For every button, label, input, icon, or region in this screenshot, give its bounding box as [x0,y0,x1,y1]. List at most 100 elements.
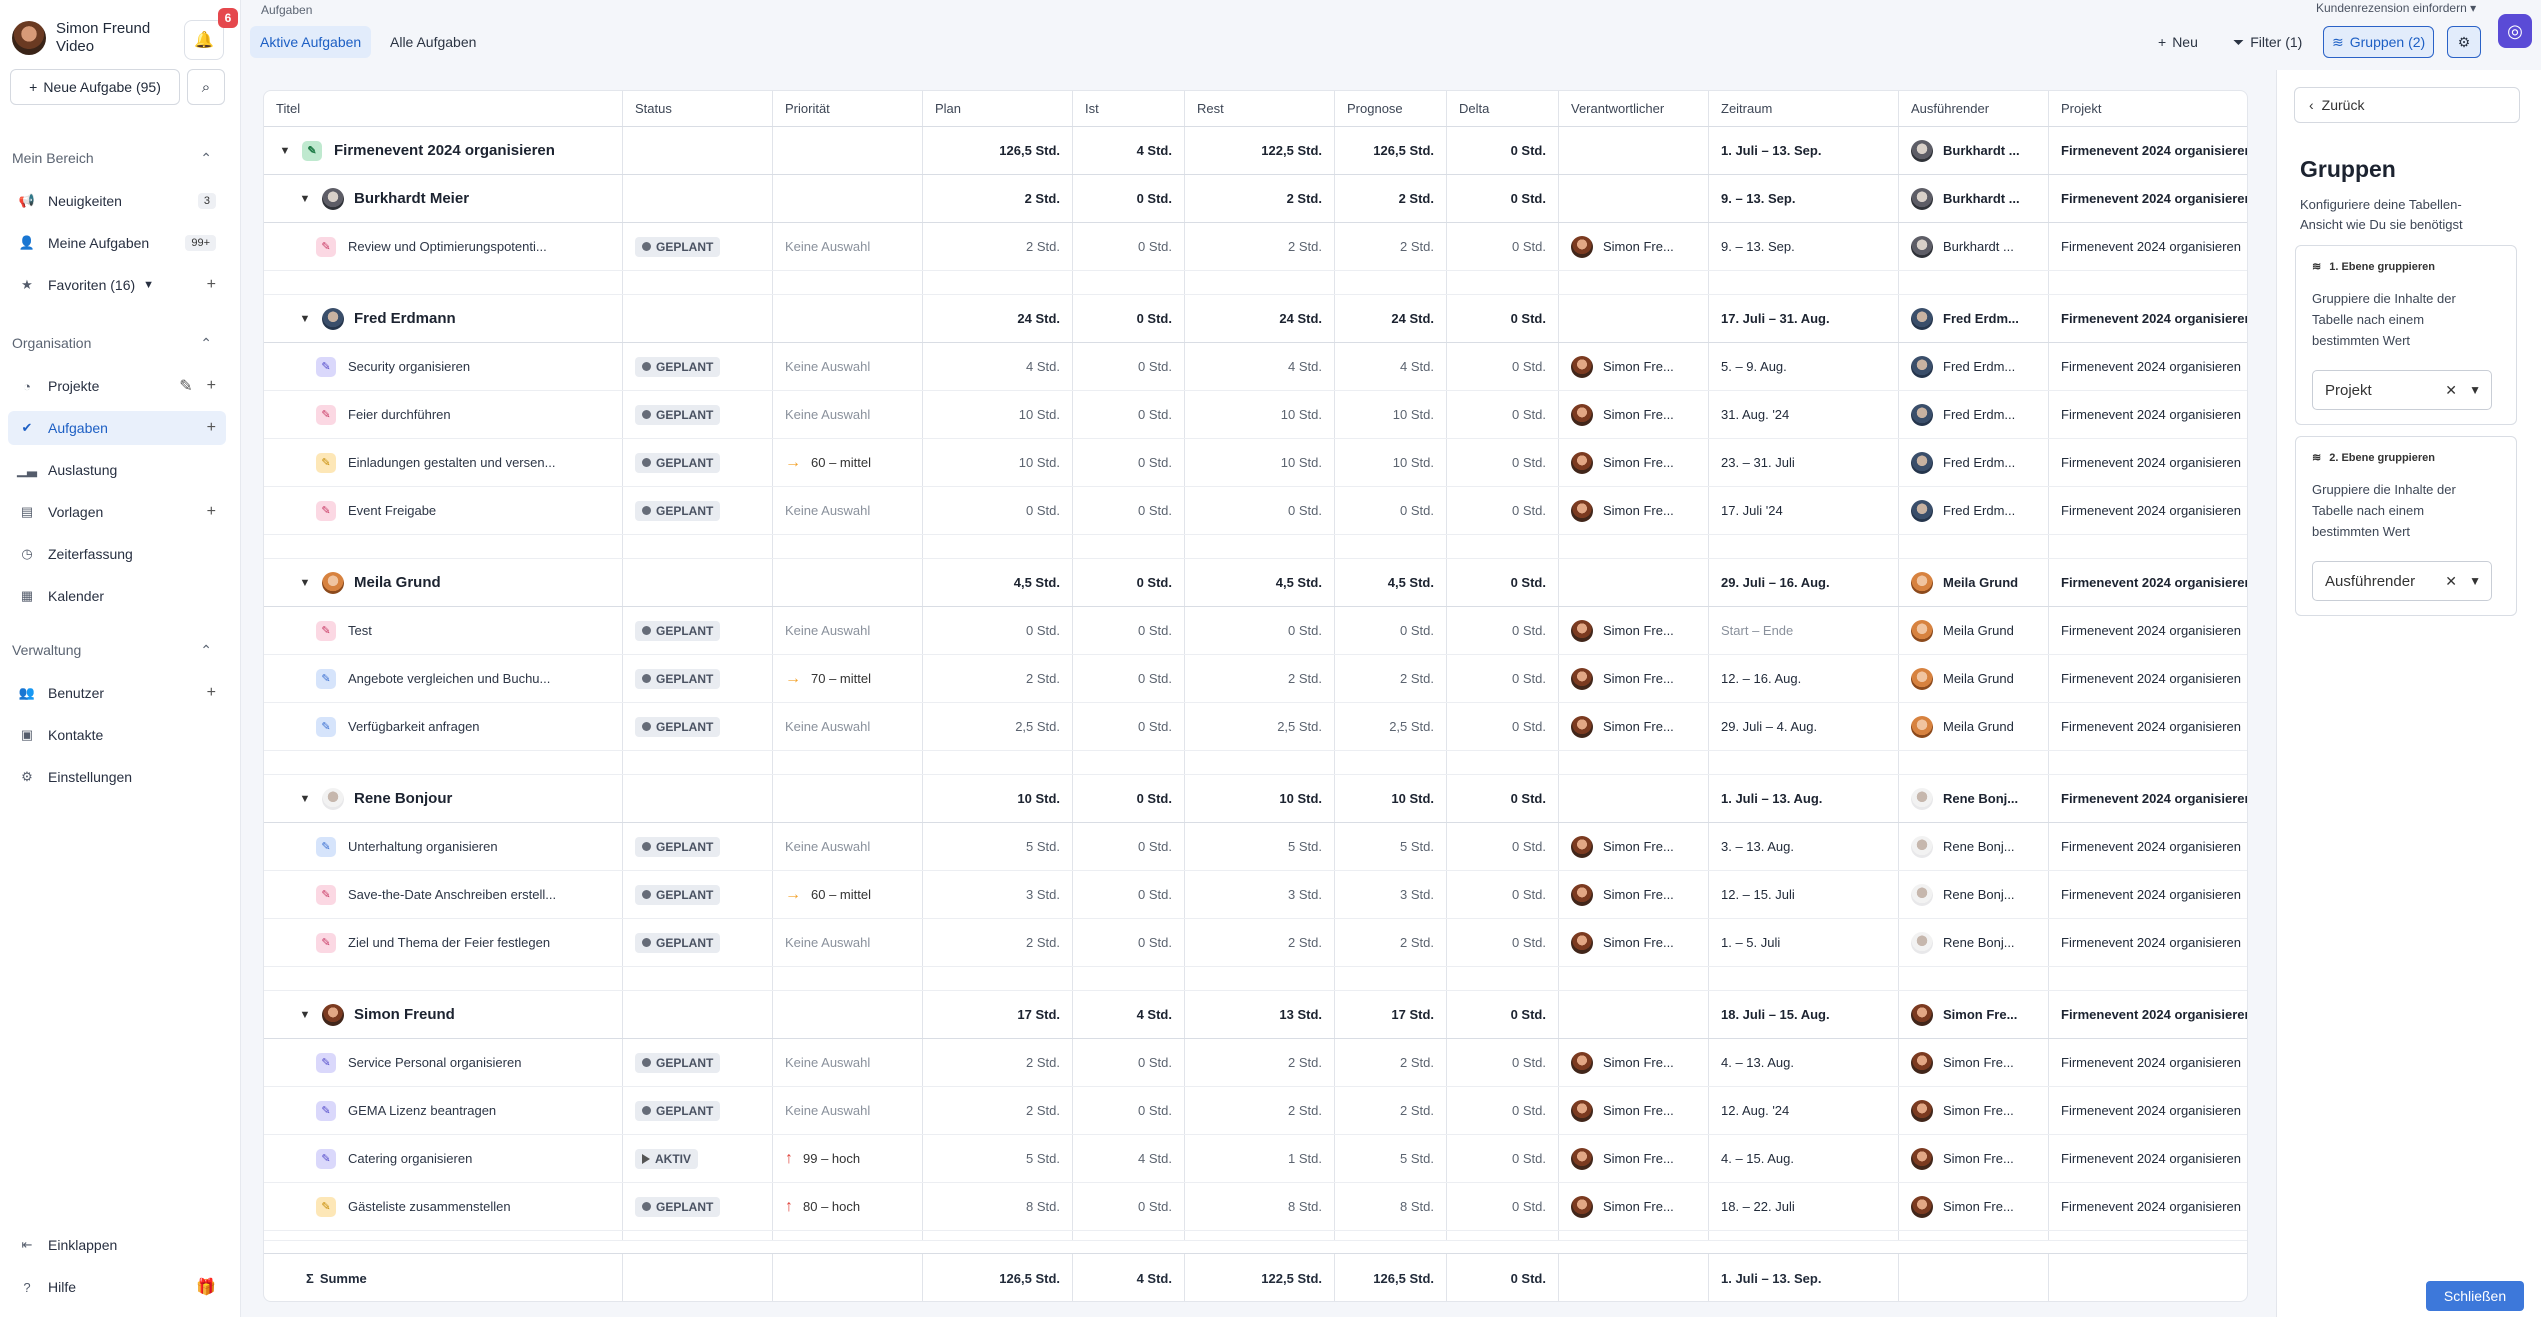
filter-button[interactable]: ⏷ Filter (1) [2225,26,2310,58]
cell-title[interactable]: Titel [264,91,623,126]
status-badge[interactable]: GEPLANT [635,236,721,257]
cell-title[interactable]: ✎ Review und Optimierungspotenti... [264,223,623,270]
table-row[interactable]: ✎ Security organisieren GEPLANT Keine Auswa… [264,343,2247,391]
table-row[interactable]: ✎ Angebote vergleichen und Buchu... GEPLAN… [264,655,2247,703]
table-row[interactable]: ✎ Verfügbarkeit anfragen GEPLANT Keine Ausw… [264,703,2247,751]
cell-title[interactable]: ▼ Burkhardt Meier [264,175,623,222]
table-row[interactable]: ✎ Feier durchführen GEPLANT Keine Auswahl 10… [264,391,2247,439]
status-badge[interactable]: GEPLANT [635,452,721,473]
table-row[interactable]: ✎ GEMA Lizenz beantragen GEPLANT Keine Ausw… [264,1087,2247,1135]
plus-icon[interactable]: + [206,503,216,520]
cell-title[interactable]: ▼ Meila Grund [264,559,623,606]
cell-title[interactable]: Σ Summe [264,1254,623,1301]
groups-button[interactable]: ≋ Gruppen (2) [2323,26,2435,58]
table-row[interactable]: ✎ Ziel und Thema der Feier festlegen GEPLA… [264,919,2247,967]
sidebar-section-title[interactable]: Mein Bereich ⌃ [12,150,212,167]
cell-title[interactable] [264,271,623,294]
review-request-dropdown[interactable]: Kundenrezension einfordern ▾ [2316,1,2476,15]
cell-title[interactable]: ✎ Security organisieren [264,343,623,390]
magic-wand-icon[interactable]: ✎ [179,378,193,395]
group-level-1-select[interactable]: Projekt ✕ ▼ [2312,370,2492,410]
group-row[interactable]: ▼ Rene Bonjour 10 Std. 0 Std. 10 Std. 10 Std.… [264,775,2247,823]
status-badge[interactable]: GEPLANT [635,884,721,905]
chevron-up-icon[interactable]: ⌃ [200,150,212,166]
table-row[interactable]: ✎ Einladungen gestalten und versen... GEPL… [264,439,2247,487]
sidebar-item-auslastung[interactable]: ▁▃ Auslastung [8,453,226,487]
cell-title[interactable] [264,967,623,990]
search-button[interactable]: ⌕ [187,69,225,105]
chevron-up-icon[interactable]: ⌃ [200,335,212,351]
plus-icon[interactable]: + [206,276,216,293]
table-row[interactable]: ✎ Catering organisieren AKTIV ↑ 99 – hoch 5 S… [264,1135,2247,1183]
cell-title[interactable]: ✎ Service Personal organisieren [264,1039,623,1086]
clear-icon[interactable]: ✕ [2445,572,2457,589]
cell-title[interactable]: ✎ Test [264,607,623,654]
group-row[interactable]: ▼ Fred Erdmann 24 Std. 0 Std. 24 Std. 24 Std.… [264,295,2247,343]
cell-title[interactable]: ▼ Simon Freund [264,991,623,1038]
chevron-down-icon[interactable]: ▼ [143,279,155,291]
status-badge[interactable]: GEPLANT [635,404,721,425]
table-row[interactable]: ✎ Test GEPLANT Keine Auswahl 0 Std. 0 Std. 0 S… [264,607,2247,655]
sidebar-item-vorlagen[interactable]: ▤ Vorlagen + [8,495,226,529]
table-row[interactable]: ✎ Unterhaltung organisieren GEPLANT Keine A… [264,823,2247,871]
group-level-2-select[interactable]: Ausführender ✕ ▼ [2312,561,2492,601]
status-badge[interactable]: GEPLANT [635,356,721,377]
status-badge[interactable]: GEPLANT [635,500,721,521]
sidebar-item-einstellungen[interactable]: ⚙ Einstellungen [8,760,226,794]
chevron-down-icon[interactable]: ▼ [279,144,291,157]
app-logo[interactable]: ◎ [2498,14,2532,48]
cell-title[interactable] [264,535,623,558]
clear-icon[interactable]: ✕ [2445,381,2457,398]
table-row[interactable]: ✎ Review und Optimierungspotenti... GEPLAN… [264,223,2247,271]
plus-icon[interactable]: + [206,377,216,394]
cell-title[interactable]: ✎ Ziel und Thema der Feier festlegen [264,919,623,966]
cell-title[interactable]: ▼ Rene Bonjour [264,775,623,822]
status-badge[interactable]: GEPLANT [635,1052,721,1073]
cell-title[interactable]: ✎ GEMA Lizenz beantragen [264,1087,623,1134]
cell-title[interactable]: ✎ Feier durchführen [264,391,623,438]
close-button[interactable]: Schließen [2426,1281,2524,1311]
cell-title[interactable]: ✎ Save-the-Date Anschreiben erstell... [264,871,623,918]
sidebar-item-benutzer[interactable]: 👥 Benutzer + [8,676,226,710]
table-row[interactable]: ✎ Service Personal organisieren GEPLANT Kei… [264,1039,2247,1087]
chevron-down-icon[interactable]: ▼ [299,192,311,205]
user-profile[interactable]: Simon Freund Video [12,20,150,56]
plus-icon[interactable]: + [206,684,216,701]
gift-icon[interactable]: 🎁 [196,1279,216,1296]
cell-title[interactable]: ✎ Gästeliste zusammenstellen [264,1183,623,1230]
sidebar-item-meine-aufgaben[interactable]: 👤 Meine Aufgaben 99+ [8,226,226,260]
plus-icon[interactable]: + [206,419,216,436]
status-badge[interactable]: GEPLANT [635,836,721,857]
status-badge[interactable]: GEPLANT [635,1196,721,1217]
status-badge[interactable]: GEPLANT [635,932,721,953]
collapse-sidebar-button[interactable]: ⇤ Einklappen [8,1228,226,1262]
sidebar-item-kalender[interactable]: ▦ Kalender [8,579,226,613]
table-row[interactable]: ✎ Save-the-Date Anschreiben erstell... GEP… [264,871,2247,919]
cell-title[interactable] [264,1231,623,1240]
status-badge[interactable]: GEPLANT [635,1100,721,1121]
status-badge[interactable]: GEPLANT [635,620,721,641]
chevron-down-icon[interactable]: ▼ [2469,383,2481,397]
chevron-down-icon[interactable]: ▼ [2469,574,2481,588]
cell-title[interactable]: ✎ Catering organisieren [264,1135,623,1182]
status-badge[interactable]: GEPLANT [635,668,721,689]
sidebar-item-favoriten-16[interactable]: ★ Favoriten (16) ▼ + [8,268,226,302]
chevron-down-icon[interactable]: ▼ [299,792,311,805]
settings-button[interactable]: ⚙ [2447,26,2481,58]
table-header[interactable]: Titel Status Priorität Plan Ist Rest Prognose D… [264,91,2247,127]
cell-title[interactable]: ✎ Angebote vergleichen und Buchu... [264,655,623,702]
sidebar-section-title[interactable]: Organisation ⌃ [12,335,212,352]
group-row[interactable]: ▼ ✎ Firmenevent 2024 organisieren 126,5 Std… [264,127,2247,175]
tab-all-tasks[interactable]: Alle Aufgaben [390,34,477,50]
chevron-up-icon[interactable]: ⌃ [200,642,212,658]
group-row[interactable]: ▼ Simon Freund 17 Std. 4 Std. 13 Std. 17 Std.… [264,991,2247,1039]
tab-active-tasks[interactable]: Aktive Aufgaben [250,26,372,58]
sidebar-item-zeiterfassung[interactable]: ◷ Zeiterfassung [8,537,226,571]
table-row[interactable]: ✎ Event Freigabe GEPLANT Keine Auswahl 0 Std… [264,487,2247,535]
new-button[interactable]: + Neu [2150,26,2206,58]
group-row[interactable]: ▼ Meila Grund 4,5 Std. 0 Std. 4,5 Std. 4,5 St… [264,559,2247,607]
cell-title[interactable]: ✎ Einladungen gestalten und versen... [264,439,623,486]
status-badge[interactable]: GEPLANT [635,716,721,737]
sidebar-item-neuigkeiten[interactable]: 📢 Neuigkeiten 3 [8,184,226,218]
cell-title[interactable]: ✎ Event Freigabe [264,487,623,534]
